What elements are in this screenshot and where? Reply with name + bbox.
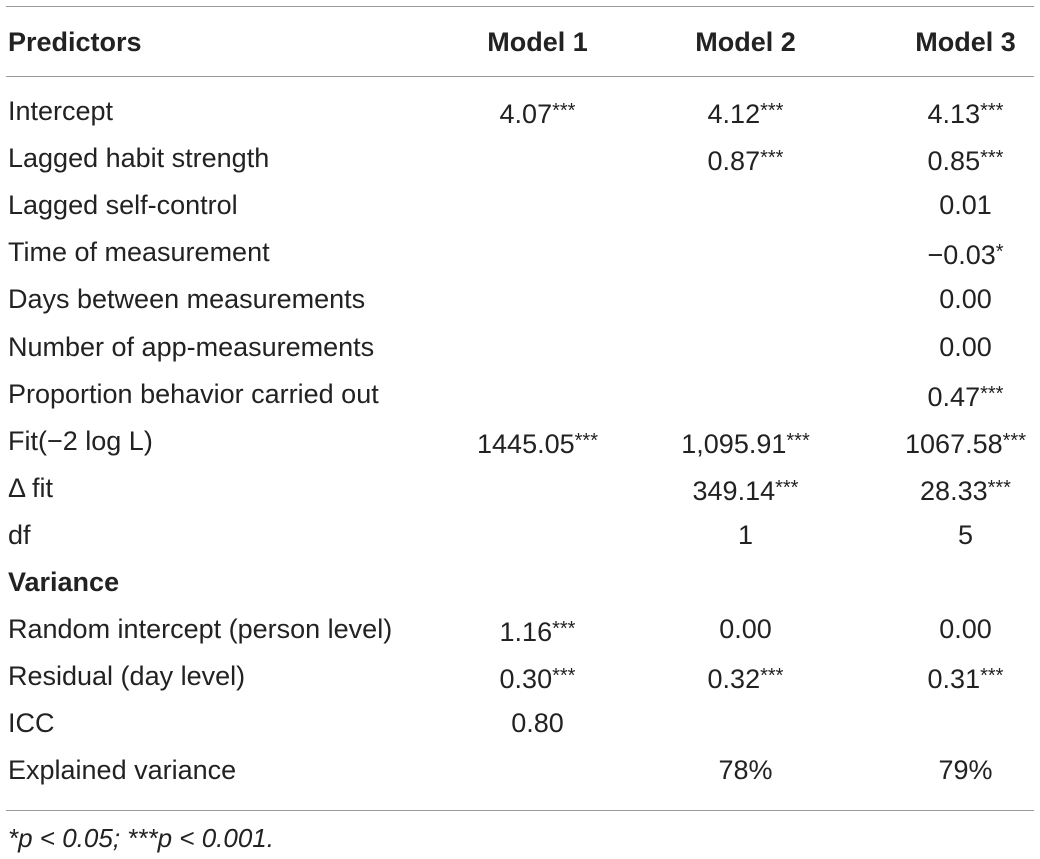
cell-model-2: 0.00 xyxy=(719,614,772,645)
table-row: Random intercept (person level) 1.16*** 0.… xyxy=(0,606,1040,653)
cell-model-1: 1445.05*** xyxy=(477,428,598,459)
cell-model-3: 0.85*** xyxy=(927,146,1004,177)
row-label: df xyxy=(8,519,31,550)
cell-model-2: 0.87*** xyxy=(707,146,784,177)
cell-model-2: 1,095.91*** xyxy=(681,428,810,459)
cell-model-2: 1 xyxy=(737,519,754,550)
row-label: Proportion behavior carried out xyxy=(8,378,379,409)
table-header: Predictors Model 1 Model 2 Model 3 xyxy=(0,18,1040,66)
cell-model-1: 0.30*** xyxy=(499,664,576,695)
table-footnote: *p < 0.05; ***p < 0.001. xyxy=(8,823,274,853)
table-row: df 1 5 xyxy=(0,512,1040,559)
cell-model-1: 1.16*** xyxy=(499,617,576,648)
row-label: Number of app-measurements xyxy=(8,331,375,362)
cell-model-1: 4.07*** xyxy=(499,99,576,129)
section-heading: Variance xyxy=(0,559,1040,606)
bottom-rule xyxy=(6,810,1034,811)
cell-model-3: 0.47*** xyxy=(927,381,1004,412)
table-row: Explained variance 78% 79% xyxy=(0,747,1040,794)
table-row: Number of app-measurements 0.00 xyxy=(0,324,1040,371)
row-label: ICC xyxy=(8,708,55,739)
cell-model-3: 0.31*** xyxy=(927,664,1004,695)
row-label: Days between measurements xyxy=(8,284,366,315)
row-label: Random intercept (person level) xyxy=(8,614,393,645)
cell-model-2: 4.12*** xyxy=(707,99,784,129)
top-rule xyxy=(6,6,1034,7)
cell-model-3: 0.00 xyxy=(939,614,992,645)
row-label: Time of measurement xyxy=(8,237,270,268)
cell-model-3: 28.33*** xyxy=(920,475,1011,506)
cell-model-2: 349.14*** xyxy=(692,475,799,506)
table-row: Lagged habit strength 0.87*** 0.85*** xyxy=(0,135,1040,182)
table-row: Time of measurement −0.03* xyxy=(0,229,1040,276)
table-row: Proportion behavior carried out 0.47*** xyxy=(0,371,1040,418)
table-row: Residual (day level) 0.30*** 0.32*** 0.31**… xyxy=(0,653,1040,700)
cell-model-3: 79% xyxy=(938,755,993,786)
cell-model-2: 78% xyxy=(718,755,773,786)
row-label: Δ fit xyxy=(8,472,54,503)
table-row: Lagged self-control 0.01 xyxy=(0,182,1040,229)
row-label: Fit(−2 log L) xyxy=(8,425,153,456)
cell-model-2: 0.32*** xyxy=(707,664,784,695)
row-label: Intercept xyxy=(8,96,114,126)
table-row: ICC 0.80 xyxy=(0,700,1040,747)
cell-model-3: 0.00 xyxy=(939,331,992,362)
row-label: Residual (day level) xyxy=(8,661,246,692)
cell-model-3: 5 xyxy=(957,519,974,550)
table-row: Fit(−2 log L) 1445.05*** 1,095.91*** 1067.5… xyxy=(0,418,1040,465)
row-label: Lagged self-control xyxy=(8,190,238,221)
header-model-2: Model 2 xyxy=(695,27,796,57)
header-model-3: Model 3 xyxy=(915,27,1016,57)
cell-model-3: 1067.58*** xyxy=(905,428,1026,459)
table-row: Δ fit 349.14*** 28.33*** xyxy=(0,465,1040,512)
header-predictors: Predictors xyxy=(8,27,142,57)
row-label: Variance xyxy=(8,567,120,597)
header-rule xyxy=(6,76,1034,77)
header-model-1: Model 1 xyxy=(487,27,588,57)
cell-model-1: 0.80 xyxy=(511,708,564,739)
cell-model-3: 0.00 xyxy=(939,284,992,315)
table-row: Intercept 4.07*** 4.12*** 4.13*** xyxy=(0,88,1040,135)
cell-model-3: −0.03* xyxy=(927,240,1004,271)
table-row: Days between measurements 0.00 xyxy=(0,276,1040,323)
cell-model-3: 4.13*** xyxy=(927,99,1004,129)
row-label: Lagged habit strength xyxy=(8,143,270,174)
cell-model-3: 0.01 xyxy=(939,190,992,221)
row-label: Explained variance xyxy=(8,755,237,786)
